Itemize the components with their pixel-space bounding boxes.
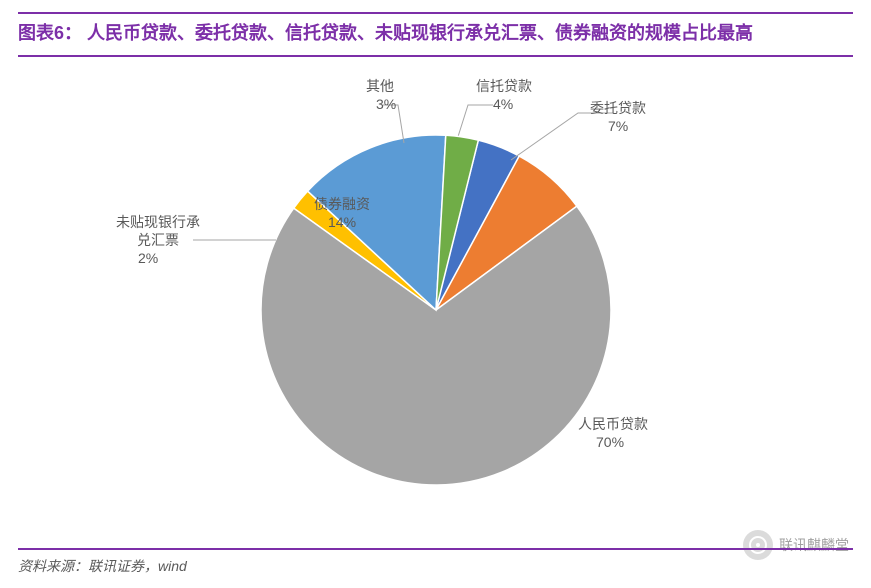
- slice-percent: 3%: [376, 95, 396, 113]
- slice-label: 人民币贷款: [578, 415, 648, 433]
- slice-percent: 2%: [138, 249, 158, 267]
- chart-title-block: 图表6： 人民币贷款、委托贷款、信托贷款、未贴现银行承兑汇票、债券融资的规模占比…: [18, 12, 853, 57]
- source-footer: 资料来源：联讯证券，wind: [18, 548, 853, 576]
- slice-label: 未贴现银行承兑汇票: [88, 213, 228, 249]
- pie-chart-area: 信托贷款4% 委托贷款7% 人民币贷款70% 未贴现银行承兑汇票2% 债券融资14% 其他…: [18, 65, 853, 505]
- leader-line: [511, 113, 613, 160]
- slice-label: 信托贷款: [476, 77, 532, 95]
- slice-percent: 14%: [328, 213, 356, 231]
- footer-text: 资料来源：联讯证券，wind: [18, 558, 187, 574]
- slice-percent: 4%: [493, 95, 513, 113]
- slice-label: 委托贷款: [590, 99, 646, 117]
- slice-label: 其他: [366, 77, 394, 95]
- slice-label: 债券融资: [314, 195, 370, 213]
- title-prefix: 图表6：: [18, 23, 82, 43]
- chart-title: 图表6： 人民币贷款、委托贷款、信托贷款、未贴现银行承兑汇票、债券融资的规模占比…: [18, 20, 853, 47]
- pie-chart-svg: [18, 65, 853, 505]
- title-body: 人民币贷款、委托贷款、信托贷款、未贴现银行承兑汇票、债券融资的规模占比最高: [87, 23, 753, 43]
- slice-percent: 7%: [608, 117, 628, 135]
- slice-percent: 70%: [596, 433, 624, 451]
